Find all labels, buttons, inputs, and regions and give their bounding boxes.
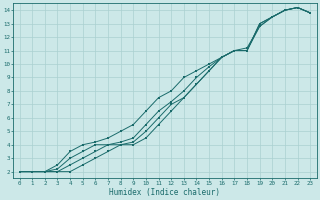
- X-axis label: Humidex (Indice chaleur): Humidex (Indice chaleur): [109, 188, 220, 197]
